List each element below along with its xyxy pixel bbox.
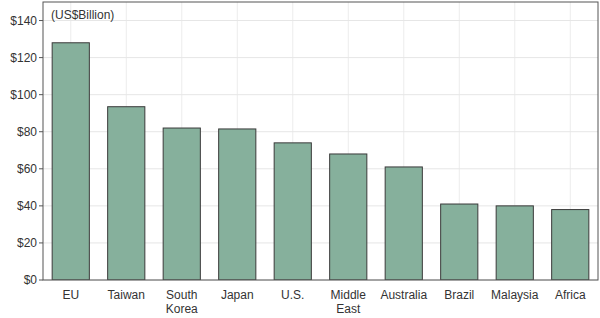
- x-tick-label: U.S.: [281, 288, 304, 302]
- x-tick-label-line: Middle: [331, 288, 367, 302]
- bar: [219, 129, 256, 280]
- bar: [552, 210, 589, 280]
- y-tick-label: $120: [10, 51, 37, 65]
- x-tick-label: EU: [62, 288, 79, 302]
- y-tick-label: $0: [24, 273, 38, 287]
- y-tick-label: $80: [17, 125, 37, 139]
- x-tick-label: Brazil: [444, 288, 474, 302]
- bar: [163, 128, 200, 280]
- bar: [330, 154, 367, 280]
- x-tick-label-line: Korea: [166, 302, 198, 316]
- y-tick-label: $20: [17, 236, 37, 250]
- bars: [52, 43, 589, 280]
- y-tick: [39, 168, 43, 169]
- x-tick-label: Australia: [380, 288, 427, 302]
- bar: [385, 167, 422, 280]
- grid: [43, 2, 598, 280]
- y-tick: [39, 205, 43, 206]
- bar: [52, 43, 89, 280]
- bar: [108, 107, 145, 280]
- x-tick-label: Taiwan: [108, 288, 145, 302]
- x-tick-label: Africa: [555, 288, 586, 302]
- bar: [441, 204, 478, 280]
- y-tick-label: $40: [17, 199, 37, 213]
- y-tick: [39, 131, 43, 132]
- grid-line-y: [43, 94, 598, 95]
- x-tick-label: MiddleEast: [331, 288, 367, 316]
- x-tick-label: Japan: [221, 288, 254, 302]
- chart: $0 $20 $40 $60 $80 $100 $120 $140 EU Taiwan SouthK…: [0, 0, 600, 318]
- unit-annotation: (US$Billion): [51, 8, 114, 22]
- plot-bg: [43, 2, 598, 280]
- bar: [496, 206, 533, 280]
- bar: [274, 143, 311, 280]
- y-tick: [39, 280, 43, 281]
- y-tick-label: $60: [17, 162, 37, 176]
- x-tick-label: Malaysia: [491, 288, 539, 302]
- x-tick-label-line: East: [336, 302, 361, 316]
- y-tick: [39, 57, 43, 58]
- x-tick-label-line: South: [166, 288, 197, 302]
- grid-line-y: [43, 20, 598, 21]
- y-tick: [39, 20, 43, 21]
- y-tick: [39, 94, 43, 95]
- y-tick: [39, 242, 43, 243]
- y-tick-label: $100: [10, 88, 37, 102]
- grid-line-y: [43, 57, 598, 58]
- plot-frame: [43, 2, 598, 280]
- x-tick-label: SouthKorea: [166, 288, 198, 316]
- y-tick-label: $140: [10, 14, 37, 28]
